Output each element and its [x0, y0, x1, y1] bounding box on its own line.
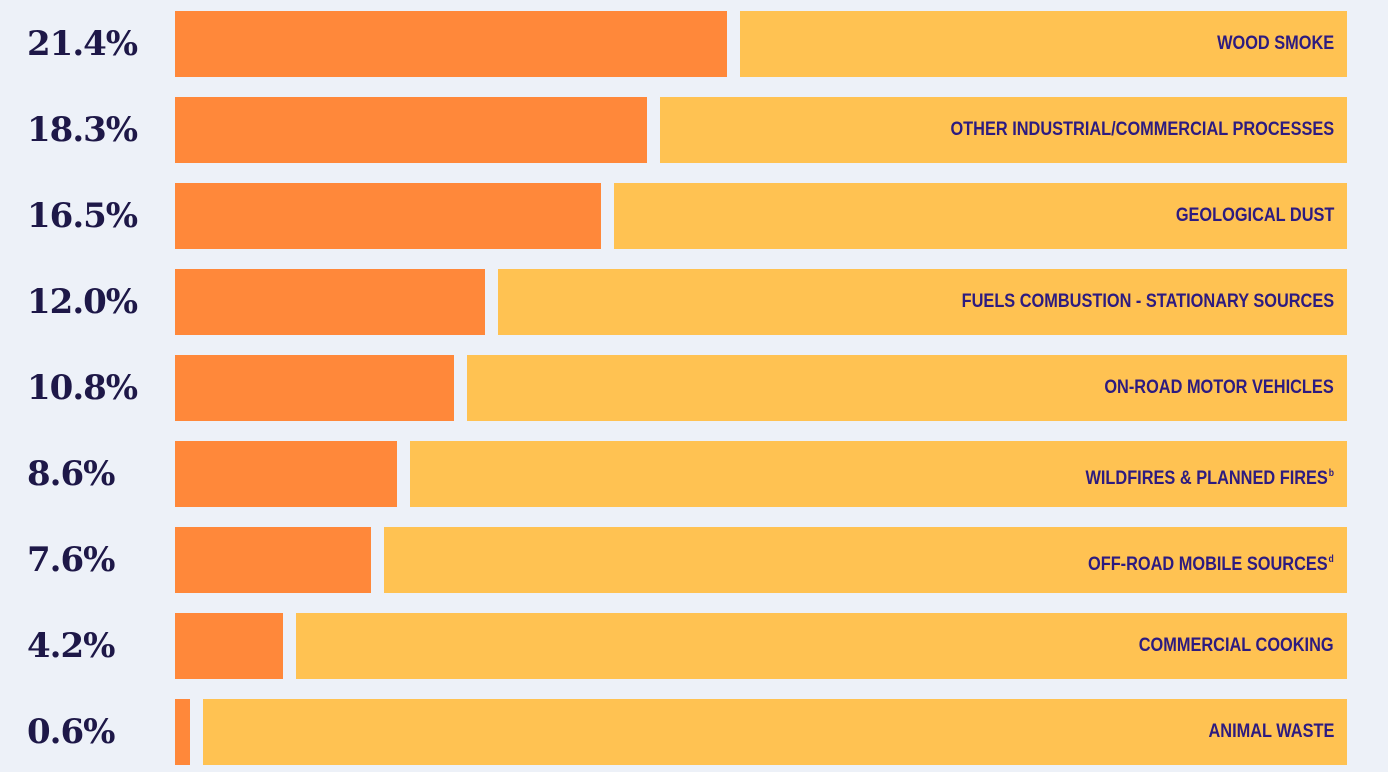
- category-label-text: OTHER INDUSTRIAL/COMMERCIAL PROCESSES: [950, 119, 1334, 140]
- category-label: FUELS COMBUSTION - STATIONARY SOURCES: [961, 269, 1334, 335]
- bar-share-fill: [175, 441, 397, 507]
- footnote-marker: b: [1328, 468, 1334, 479]
- category-label: OTHER INDUSTRIAL/COMMERCIAL PROCESSES: [950, 97, 1334, 163]
- bar-row: 12.0% FUELS COMBUSTION - STATIONARY SOURC…: [0, 269, 1388, 335]
- bar-remainder-fill: [410, 441, 1347, 507]
- bar-remainder-fill: [296, 613, 1347, 679]
- bar-remainder-fill: [740, 11, 1347, 77]
- bar-remainder-fill: [467, 355, 1347, 421]
- value-label: 12.0%: [27, 282, 138, 322]
- bar-track: FUELS COMBUSTION - STATIONARY SOURCES: [175, 269, 1347, 335]
- category-label: WILDFIRES & PLANNED FIRESb: [1086, 441, 1334, 507]
- bar-share-fill: [175, 269, 485, 335]
- bar-share-fill: [175, 355, 454, 421]
- bar-share-fill: [175, 97, 647, 163]
- value-label: 21.4%: [27, 24, 138, 64]
- bar-share-fill: [175, 527, 371, 593]
- bar-row: 7.6% OFF-ROAD MOBILE SOURCESd: [0, 527, 1388, 593]
- bar-track: OTHER INDUSTRIAL/COMMERCIAL PROCESSES: [175, 97, 1347, 163]
- category-label-text: FUELS COMBUSTION - STATIONARY SOURCES: [961, 291, 1334, 312]
- category-label-text: GEOLOGICAL DUST: [1175, 205, 1334, 226]
- value-label: 7.6%: [27, 540, 115, 580]
- category-label: OFF-ROAD MOBILE SOURCESd: [1088, 527, 1334, 593]
- bar-row: 4.2% COMMERCIAL COOKING: [0, 613, 1388, 679]
- value-label: 16.5%: [27, 196, 138, 236]
- value-label: 8.6%: [27, 454, 115, 494]
- bar-remainder-fill: [384, 527, 1347, 593]
- category-label-text: ON-ROAD MOTOR VEHICLES: [1104, 377, 1334, 398]
- bar-share-fill: [175, 613, 283, 679]
- bar-share-fill: [175, 11, 727, 77]
- bar-remainder-fill: [498, 269, 1347, 335]
- footnote-marker: d: [1328, 554, 1334, 565]
- bar-remainder-fill: [660, 97, 1347, 163]
- bar-track: COMMERCIAL COOKING: [175, 613, 1347, 679]
- value-label: 18.3%: [27, 110, 138, 150]
- category-label: ANIMAL WASTE: [1208, 699, 1334, 765]
- bar-track: WOOD SMOKE: [175, 11, 1347, 77]
- category-label: GEOLOGICAL DUST: [1175, 183, 1334, 249]
- value-label: 4.2%: [27, 626, 115, 666]
- bar-row: 0.6% ANIMAL WASTE: [0, 699, 1388, 765]
- bar-track: ANIMAL WASTE: [175, 699, 1347, 765]
- category-label-text: WOOD SMOKE: [1216, 33, 1334, 54]
- bar-share-fill: [175, 699, 190, 765]
- bar-row: 16.5% GEOLOGICAL DUST: [0, 183, 1388, 249]
- category-label: WOOD SMOKE: [1217, 11, 1334, 77]
- bar-row: 8.6% WILDFIRES & PLANNED FIRESb: [0, 441, 1388, 507]
- value-label: 10.8%: [27, 368, 138, 408]
- category-label-text: WILDFIRES & PLANNED FIRES: [1085, 468, 1328, 489]
- bar-row: 21.4% WOOD SMOKE: [0, 11, 1388, 77]
- bar-row: 18.3% OTHER INDUSTRIAL/COMMERCIAL PROCESS…: [0, 97, 1388, 163]
- value-label: 0.6%: [27, 712, 115, 752]
- category-label: COMMERCIAL COOKING: [1139, 613, 1334, 679]
- category-label-text: ANIMAL WASTE: [1208, 721, 1334, 742]
- category-label-text: COMMERCIAL COOKING: [1139, 635, 1334, 656]
- bar-remainder-fill: [203, 699, 1347, 765]
- bar-track: ON-ROAD MOTOR VEHICLES: [175, 355, 1347, 421]
- bar-track: GEOLOGICAL DUST: [175, 183, 1347, 249]
- bar-remainder-fill: [614, 183, 1347, 249]
- bar-track: WILDFIRES & PLANNED FIRESb: [175, 441, 1347, 507]
- category-label: ON-ROAD MOTOR VEHICLES: [1105, 355, 1334, 421]
- category-label-text: OFF-ROAD MOBILE SOURCES: [1088, 554, 1328, 575]
- bar-row: 10.8% ON-ROAD MOTOR VEHICLES: [0, 355, 1388, 421]
- bar-track: OFF-ROAD MOBILE SOURCESd: [175, 527, 1347, 593]
- bar-share-fill: [175, 183, 601, 249]
